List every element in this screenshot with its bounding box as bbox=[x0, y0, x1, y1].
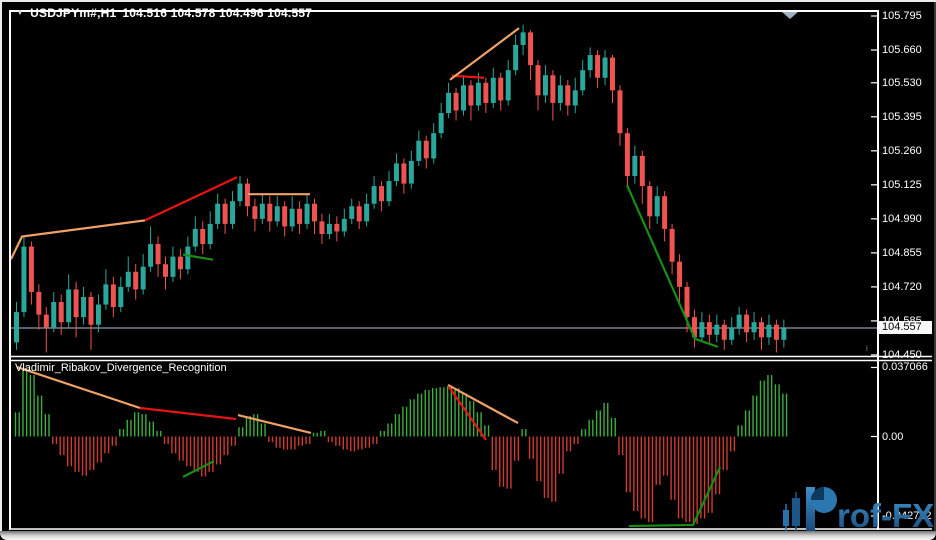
chart-ohlc-quotes: 104.516 104.578 104.496 104.557 bbox=[122, 6, 313, 20]
chart-title: ▼ USDJPYm#,H1 104.516 104.578 104.496 104.… bbox=[16, 6, 312, 20]
indicator-name-label[interactable]: Vladimir_Ribakov_Divergence_Recognition bbox=[15, 362, 227, 374]
window-border-bottom[interactable] bbox=[0, 531, 936, 540]
logo-text: rof-FX bbox=[837, 497, 933, 534]
proffx-logo: rof-FX bbox=[781, 480, 934, 534]
current-price-box: 104.557 bbox=[879, 320, 932, 334]
window-border-right bbox=[934, 2, 936, 531]
window-border-top bbox=[0, 0, 936, 2]
scale-artifact: i bbox=[866, 344, 868, 353]
chart-shift-marker-icon[interactable] bbox=[782, 12, 798, 19]
chart-symbol-period: USDJPYm#,H1 bbox=[30, 6, 117, 20]
logo-candles-icon bbox=[783, 492, 800, 532]
chart-menu-icon[interactable]: ▼ bbox=[16, 8, 25, 17]
window-border-left bbox=[0, 0, 2, 531]
logo-p-icon bbox=[806, 487, 837, 532]
